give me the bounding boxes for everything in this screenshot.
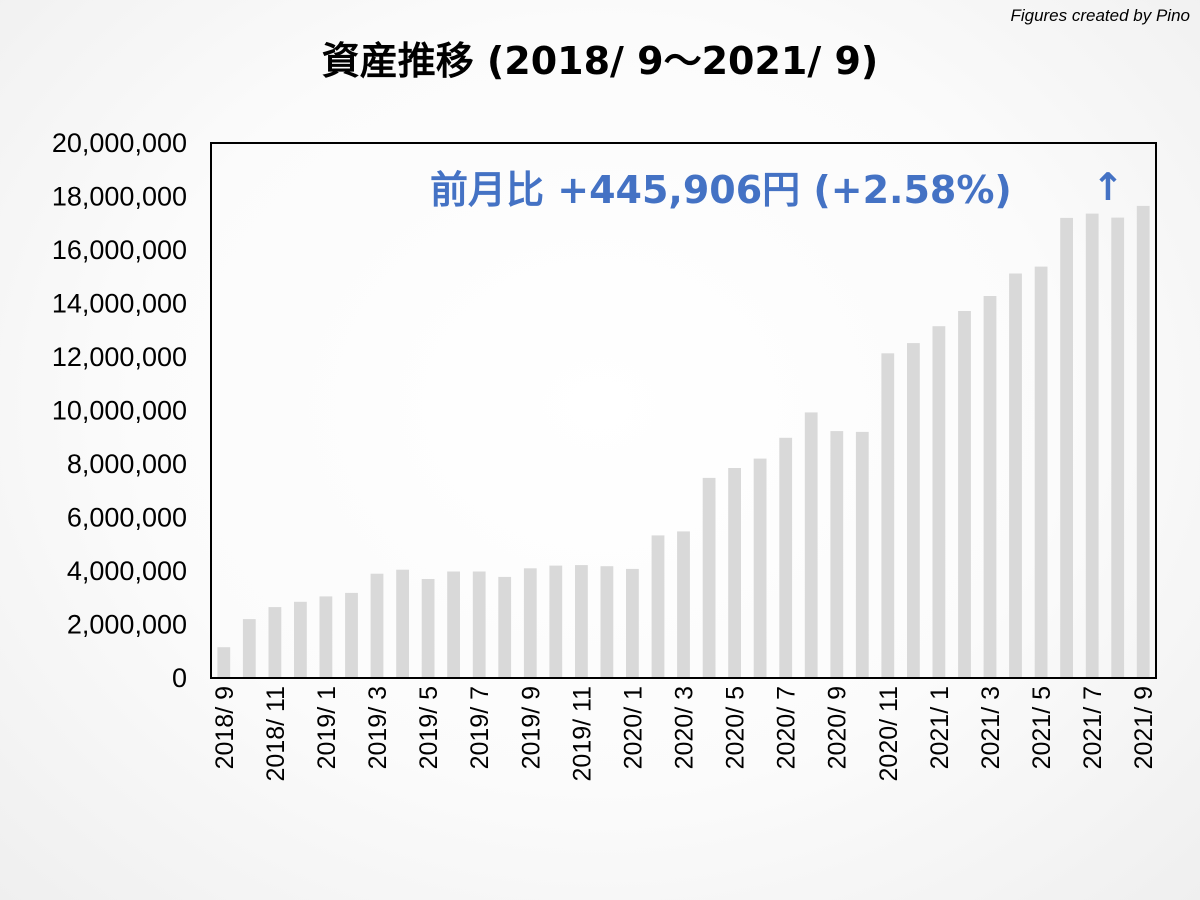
y-tick-label: 2,000,000 bbox=[67, 610, 187, 640]
y-tick-label: 8,000,000 bbox=[67, 449, 187, 479]
bar-0 bbox=[217, 647, 231, 678]
bar-12 bbox=[523, 568, 537, 678]
x-tick-label: 2020/ 3 bbox=[671, 686, 699, 769]
bar-35 bbox=[1111, 217, 1125, 678]
bar-23 bbox=[804, 412, 818, 678]
x-tick-label: 2019/ 3 bbox=[364, 686, 392, 769]
y-tick-label: 16,000,000 bbox=[52, 235, 187, 265]
bar-33 bbox=[1060, 217, 1073, 678]
bar-21 bbox=[753, 458, 767, 678]
x-tick-label: 2021/ 3 bbox=[977, 686, 1005, 769]
up-arrow-icon: ↑ bbox=[1092, 165, 1124, 209]
x-tick-label: 2021/ 9 bbox=[1130, 686, 1158, 769]
bar-29 bbox=[958, 311, 971, 678]
bar-7 bbox=[396, 569, 409, 678]
plot-frame bbox=[210, 142, 1157, 679]
bar-22 bbox=[779, 437, 793, 678]
x-tick-label: 2020/ 11 bbox=[875, 686, 903, 781]
x-tick-label: 2020/ 1 bbox=[619, 686, 647, 769]
bar-15 bbox=[600, 566, 614, 678]
x-tick-label: 2019/ 5 bbox=[415, 686, 443, 769]
x-tick-label: 2020/ 7 bbox=[773, 686, 801, 769]
x-tick-label: 2018/ 11 bbox=[262, 686, 290, 781]
bar-25 bbox=[855, 431, 869, 678]
bar-24 bbox=[830, 431, 844, 678]
x-tick-label: 2021/ 5 bbox=[1028, 686, 1056, 769]
bar-36 bbox=[1136, 205, 1150, 678]
bar-19 bbox=[702, 477, 716, 678]
monthly-change-annotation: 前月比 +445,906円 (+2.58%) bbox=[430, 168, 1012, 212]
bar-1 bbox=[242, 619, 256, 678]
credit-text: Figures created by Pino bbox=[1010, 6, 1190, 25]
bar-28 bbox=[932, 326, 946, 678]
y-tick-label: 14,000,000 bbox=[52, 289, 187, 319]
bar-10 bbox=[472, 571, 486, 678]
chart-title: 資産推移 (2018/ 9～2021/ 9) bbox=[321, 39, 879, 83]
x-tick-label: 2018/ 9 bbox=[211, 686, 239, 769]
bar-5 bbox=[345, 592, 358, 678]
y-tick-label: 4,000,000 bbox=[67, 556, 187, 586]
bar-9 bbox=[447, 571, 460, 678]
bar-6 bbox=[370, 573, 384, 678]
bar-27 bbox=[907, 343, 920, 678]
bar-11 bbox=[498, 576, 512, 678]
bar-32 bbox=[1034, 266, 1048, 678]
x-tick-label: 2021/ 7 bbox=[1079, 686, 1107, 769]
x-axis: 2018/ 9 2018/ 11 2019/ 1 2019/ 3 2019/ 5 2019… bbox=[211, 686, 1158, 781]
bar-34 bbox=[1085, 213, 1099, 678]
bar-2 bbox=[268, 607, 282, 678]
y-tick-label: 10,000,000 bbox=[52, 396, 187, 426]
bar-13 bbox=[549, 565, 563, 678]
x-tick-label: 2020/ 9 bbox=[824, 686, 852, 769]
bar-31 bbox=[1009, 273, 1022, 678]
y-tick-label: 20,000,000 bbox=[52, 128, 187, 158]
bar-20 bbox=[728, 468, 741, 678]
bar-16 bbox=[626, 568, 639, 678]
y-tick-label: 0 bbox=[172, 663, 187, 693]
bar-4 bbox=[319, 596, 333, 678]
y-tick-label: 18,000,000 bbox=[52, 182, 187, 212]
x-tick-label: 2019/ 11 bbox=[568, 686, 596, 781]
y-axis: 0 2,000,000 4,000,000 6,000,000 8,000,000 10,… bbox=[52, 128, 187, 693]
y-tick-label: 12,000,000 bbox=[52, 342, 187, 372]
x-tick-label: 2019/ 9 bbox=[517, 686, 545, 769]
bar-17 bbox=[651, 535, 665, 678]
x-tick-label: 2020/ 5 bbox=[722, 686, 750, 769]
bar-14 bbox=[575, 565, 588, 678]
bars-group bbox=[217, 205, 1150, 678]
bar-26 bbox=[881, 353, 895, 678]
x-tick-label: 2021/ 1 bbox=[926, 686, 954, 769]
x-tick-label: 2019/ 7 bbox=[466, 686, 494, 769]
bar-3 bbox=[294, 601, 307, 678]
y-tick-label: 6,000,000 bbox=[67, 503, 187, 533]
bar-18 bbox=[677, 531, 690, 678]
bar-30 bbox=[983, 296, 997, 678]
x-tick-label: 2019/ 1 bbox=[313, 686, 341, 769]
bar-8 bbox=[421, 579, 435, 678]
